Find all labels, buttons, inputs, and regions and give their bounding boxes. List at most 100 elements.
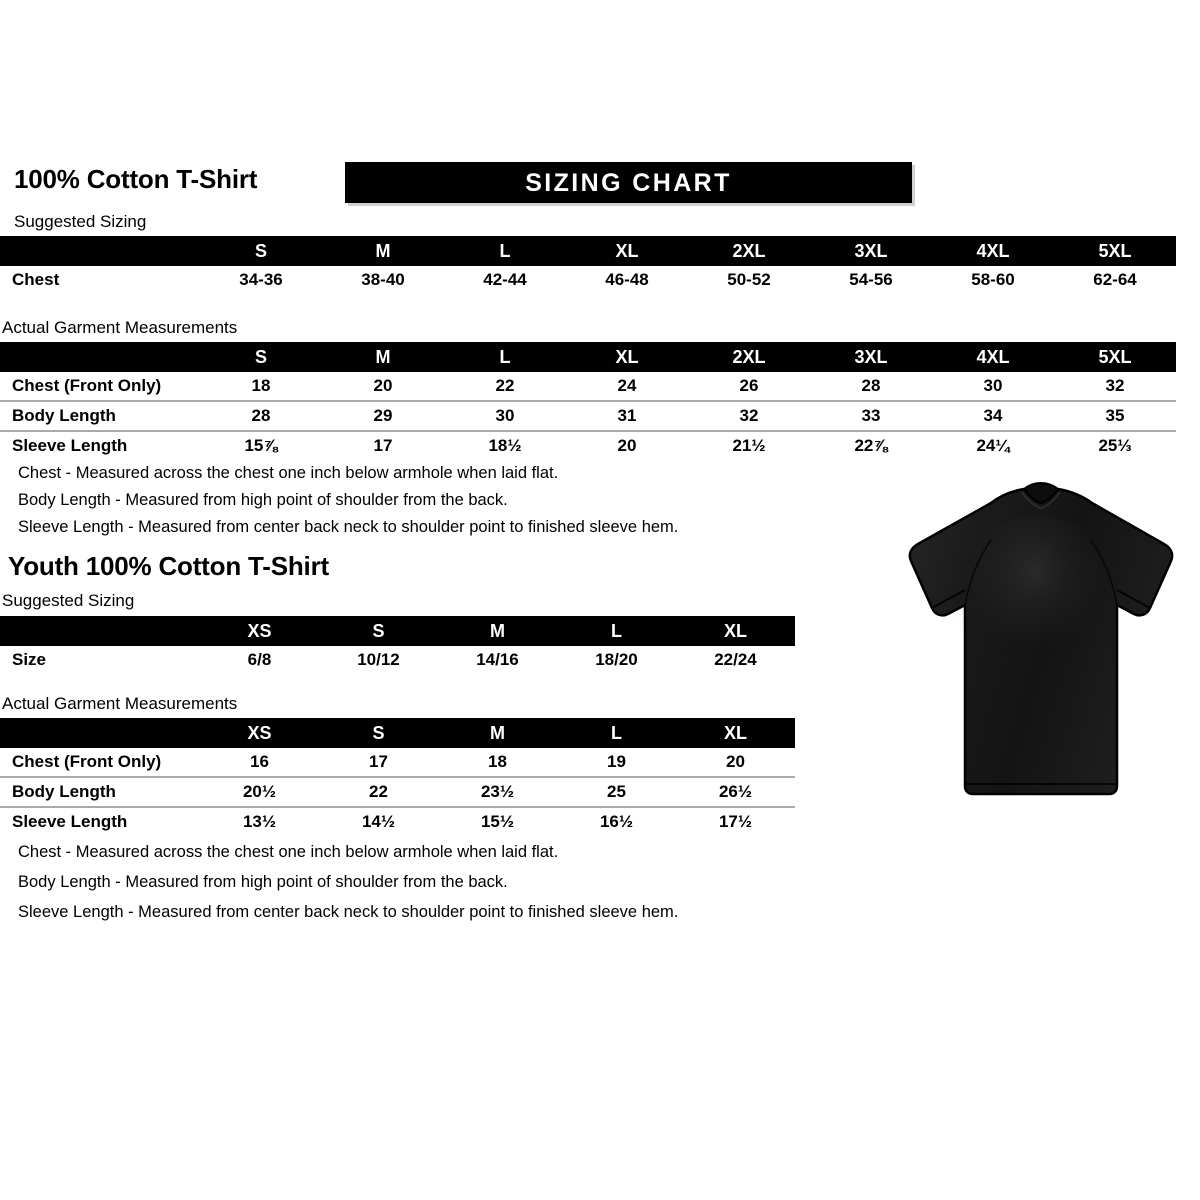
tshirt-illustration — [888, 468, 1194, 816]
row-label: Chest — [12, 270, 60, 289]
row-label: Chest (Front Only) — [12, 376, 162, 395]
table-row: Sleeve Length 13½ 14½ 15½ 16½ 17½ — [0, 806, 795, 836]
cell: 24 — [617, 376, 637, 395]
cell: 18 — [488, 752, 507, 771]
sizing-chart-banner: SIZING CHART — [345, 162, 912, 203]
cell: 31 — [566, 400, 688, 431]
row-label: Sleeve Length — [0, 806, 200, 836]
table-row: Body Length 28 29 30 31 32 33 34 35 — [0, 400, 1176, 431]
cell: 16½ — [557, 806, 676, 836]
cell: 20 — [726, 752, 745, 771]
size-header: XL — [566, 236, 688, 266]
cell: 26 — [739, 376, 759, 395]
size-header: XS — [200, 718, 319, 748]
adult-note-body-length: Body Length - Measured from high point o… — [18, 491, 508, 509]
cell: 17 — [369, 752, 388, 771]
cell: 22/24 — [714, 650, 757, 669]
cell: 34 — [932, 400, 1054, 431]
table-header-row: XS S M L XL — [0, 616, 795, 646]
corner-cell — [0, 718, 200, 748]
cell: 32 — [688, 400, 810, 431]
adult-section-title: 100% Cotton T-Shirt — [14, 164, 258, 194]
size-header: 2XL — [688, 236, 810, 266]
table-header-row: S M L XL 2XL 3XL 4XL 5XL — [0, 236, 1176, 266]
adult-actual-label: Actual Garment Measurements — [2, 318, 238, 337]
corner-cell — [0, 616, 200, 646]
adult-suggested-label: Suggested Sizing — [14, 212, 147, 231]
cell: 10/12 — [357, 650, 400, 669]
cell: 18 — [251, 376, 271, 395]
size-header: M — [438, 616, 557, 646]
cell: 22 — [495, 376, 515, 395]
table-row: Chest 34-36 38-40 42-44 46-48 50-52 54-5… — [0, 266, 1176, 294]
table-header-row: S M L XL 2XL 3XL 4XL 5XL — [0, 342, 1176, 372]
youth-actual-table: XS S M L XL Chest (Front Only) 16 17 18 … — [0, 718, 795, 836]
cell: 32 — [1105, 376, 1125, 395]
youth-section-title: Youth 100% Cotton T-Shirt — [8, 551, 329, 581]
size-header: L — [444, 342, 566, 372]
size-header: L — [444, 236, 566, 266]
table-row: Sleeve Length 15⅞ 17 18½ 20 21½ 22⅞ 24¼ … — [0, 430, 1176, 460]
cell: 14½ — [319, 806, 438, 836]
cell: 25⅓ — [1054, 430, 1176, 460]
adult-note-sleeve-length: Sleeve Length - Measured from center bac… — [18, 518, 679, 536]
cell: 23½ — [438, 776, 557, 807]
cell: 25 — [557, 776, 676, 807]
cell: 15⅞ — [200, 430, 322, 460]
row-label: Sleeve Length — [0, 430, 200, 460]
cell: 16 — [250, 752, 269, 771]
cell: 6/8 — [247, 650, 272, 669]
cell: 34-36 — [239, 270, 283, 289]
cell: 15½ — [438, 806, 557, 836]
cell: 28 — [861, 376, 881, 395]
cell: 22⅞ — [810, 430, 932, 460]
size-header: 4XL — [932, 342, 1054, 372]
cell: 50-52 — [727, 270, 771, 289]
cell: 21½ — [688, 430, 810, 460]
cell: 46-48 — [605, 270, 649, 289]
size-header: XL — [566, 342, 688, 372]
row-label: Body Length — [0, 776, 200, 807]
size-header: XL — [676, 718, 795, 748]
youth-actual-label: Actual Garment Measurements — [2, 694, 238, 713]
adult-suggested-table: S M L XL 2XL 3XL 4XL 5XL Chest 34-36 38-… — [0, 236, 1176, 294]
size-header: S — [200, 236, 322, 266]
size-header: S — [319, 616, 438, 646]
size-header: XL — [676, 616, 795, 646]
youth-note-body-length: Body Length - Measured from high point o… — [18, 873, 508, 891]
adult-actual-table: S M L XL 2XL 3XL 4XL 5XL Chest (Front On… — [0, 342, 1176, 460]
size-header: XS — [200, 616, 319, 646]
adult-note-chest: Chest - Measured across the chest one in… — [18, 464, 559, 482]
banner-title: SIZING CHART — [525, 169, 732, 197]
youth-suggested-label: Suggested Sizing — [2, 591, 135, 610]
youth-note-chest: Chest - Measured across the chest one in… — [18, 843, 559, 861]
size-header: 5XL — [1054, 342, 1176, 372]
cell: 30 — [983, 376, 1003, 395]
header-row: 100% Cotton T-Shirt SIZING CHART — [14, 162, 1186, 206]
size-header: 2XL — [688, 342, 810, 372]
cell: 30 — [444, 400, 566, 431]
size-header: S — [319, 718, 438, 748]
size-header: 3XL — [810, 236, 932, 266]
cell: 29 — [322, 400, 444, 431]
size-header: 4XL — [932, 236, 1054, 266]
cell: 33 — [810, 400, 932, 431]
cell: 17 — [322, 430, 444, 460]
cell: 24¼ — [932, 430, 1054, 460]
cell: 62-64 — [1093, 270, 1137, 289]
table-header-row: XS S M L XL — [0, 718, 795, 748]
row-label: Body Length — [0, 400, 200, 431]
cell: 18/20 — [595, 650, 638, 669]
cell: 54-56 — [849, 270, 893, 289]
corner-cell — [0, 236, 200, 266]
size-header: M — [322, 236, 444, 266]
youth-note-sleeve-length: Sleeve Length - Measured from center bac… — [18, 903, 679, 921]
cell: 28 — [200, 400, 322, 431]
cell: 19 — [607, 752, 626, 771]
cell: 20 — [566, 430, 688, 460]
size-header: L — [557, 616, 676, 646]
size-header: M — [322, 342, 444, 372]
cell: 58-60 — [971, 270, 1015, 289]
row-label: Size — [12, 650, 47, 669]
